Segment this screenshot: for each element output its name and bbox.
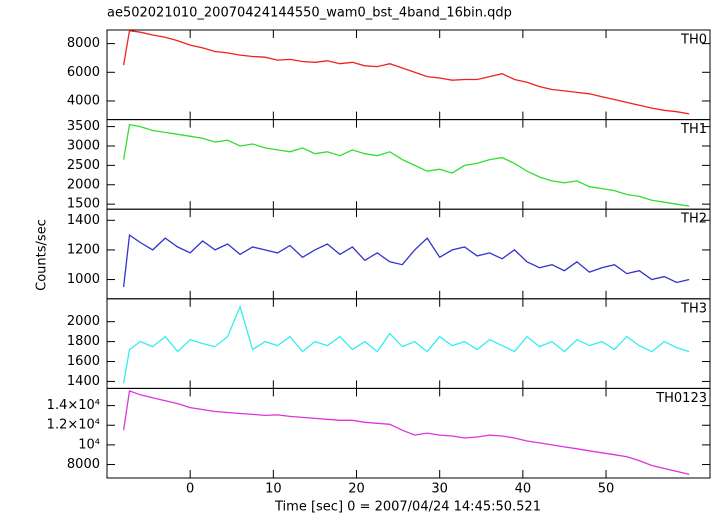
y-tick-label: 8000 xyxy=(67,36,100,51)
x-tick-label: 30 xyxy=(431,482,448,497)
data-line xyxy=(122,29,690,115)
chart-title: ae502021010_20070424144550_wam0_bst_4ban… xyxy=(107,6,512,21)
y-tick-label: 4000 xyxy=(67,93,100,108)
y-tick-label: 1400 xyxy=(67,213,100,228)
x-tick-label: 0 xyxy=(186,482,194,497)
panel-frame xyxy=(106,387,711,479)
y-tick-label: 2500 xyxy=(67,158,100,173)
x-tick-label: 20 xyxy=(348,482,365,497)
y-tick-label: 1200 xyxy=(67,242,100,257)
data-line xyxy=(122,304,690,384)
panel-frame xyxy=(106,208,711,300)
y-tick-label: 3000 xyxy=(67,138,100,153)
x-tick-label: 10 xyxy=(265,482,282,497)
y-axis-label: Counts/sec xyxy=(35,219,50,291)
y-tick-label: 1400 xyxy=(67,374,100,389)
y-tick-label: 1600 xyxy=(67,354,100,369)
y-tick-label: 1800 xyxy=(67,334,100,349)
y-tick-label: 1000 xyxy=(67,272,100,287)
y-tick-label: 8000 xyxy=(67,457,100,472)
data-line xyxy=(122,233,690,288)
y-tick-label: 6000 xyxy=(67,65,100,80)
y-tick-label: 1.4×10⁴ xyxy=(47,398,100,413)
panel-frame xyxy=(106,29,711,121)
y-tick-label: 3500 xyxy=(67,119,100,134)
data-line xyxy=(122,123,690,207)
data-line xyxy=(122,390,690,476)
y-tick-label: 2000 xyxy=(67,177,100,192)
panel-label: TH2 xyxy=(680,212,707,227)
y-tick-label: 1500 xyxy=(67,197,100,212)
panel-label: TH0123 xyxy=(655,391,707,406)
y-tick-label: 10⁴ xyxy=(78,437,100,452)
x-tick-label: 50 xyxy=(598,482,615,497)
panel-frame xyxy=(106,119,711,210)
y-tick-label: 1.2×10⁴ xyxy=(47,418,100,433)
panel-label: TH0 xyxy=(680,33,707,48)
x-tick-label: 40 xyxy=(515,482,532,497)
x-axis-label: Time [sec] 0 = 2007/04/24 14:45:50.521 xyxy=(274,500,541,515)
y-tick-label: 2000 xyxy=(67,314,100,329)
panel-label: TH3 xyxy=(680,301,707,316)
panel-label: TH1 xyxy=(680,122,707,137)
